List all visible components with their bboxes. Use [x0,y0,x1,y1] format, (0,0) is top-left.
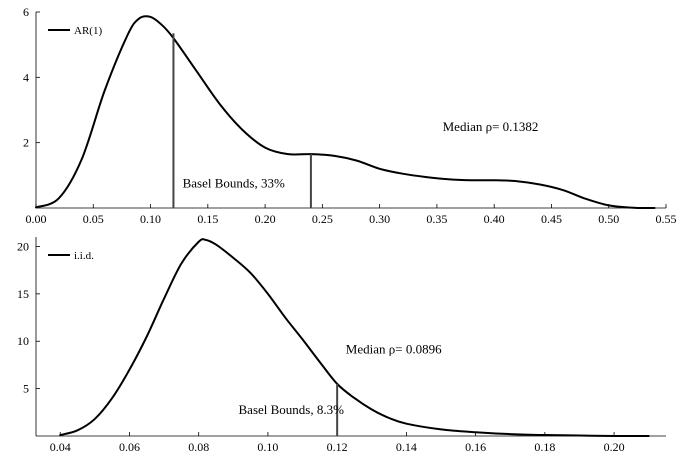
ar1-median-label: Median ρ= 0.1382 [443,119,539,134]
iid-x-tick-label: 0.06 [119,440,140,454]
ar1-x-tick-label: 0.35 [426,212,447,226]
iid-x-tick-label: 0.10 [257,440,278,454]
ar1-x-tick-label: 0.30 [369,212,390,226]
ar1-x-tick-label: 0.50 [598,212,619,226]
iid-x-tick-label: 0.12 [327,440,348,454]
iid-y-tick-label: 10 [17,334,29,348]
iid-basel-bounds-label: Basel Bounds, 8.3% [239,402,345,417]
iid-median-label: Median ρ= 0.0896 [346,342,442,357]
ar1-density-curve [35,15,656,209]
iid-x-tick-label: 0.16 [465,440,486,454]
ar1-x-tick-label: 0.10 [140,212,161,226]
iid-y-tick-label: 20 [17,239,29,253]
ar1-x-tick-label: 0.55 [656,212,677,226]
ar1-y-tick-label: 6 [23,5,29,19]
iid-x-tick-label: 0.18 [534,440,555,454]
iid-x-tick-label: 0.04 [50,440,71,454]
iid-y-tick-label: 15 [17,287,29,301]
ar1-x-tick-label: 0.05 [83,212,104,226]
ar1-x-tick-label: 0.45 [541,212,562,226]
ar1-basel-bounds-label: Basel Bounds, 33% [183,176,285,191]
ar1-density-panel: 0.00 0.05 0.10 0.15 0.20 0.25 0.30 0.35 0.40 0.45… [23,5,677,226]
ar1-y-tick-label: 2 [23,136,29,150]
iid-legend-label: i.i.d. [74,250,94,262]
iid-y-tick-label: 5 [23,382,29,396]
iid-density-curve [59,238,650,438]
iid-density-panel: 0.04 0.06 0.08 0.10 0.12 0.14 0.16 0.18 0.20 5 10 1… [17,237,666,454]
iid-x-tick-label: 0.08 [188,440,209,454]
ar1-x-tick-label: 0.00 [26,212,47,226]
ar1-y-tick-label: 4 [23,70,29,84]
iid-x-tick-label: 0.20 [604,440,625,454]
ar1-x-tick-label: 0.25 [312,212,333,226]
ar1-x-tick-label: 0.20 [255,212,276,226]
iid-x-tick-label: 0.14 [396,440,417,454]
ar1-x-tick-label: 0.15 [197,212,218,226]
ar1-legend-label: AR(1) [74,25,102,37]
ar1-x-tick-label: 0.40 [484,212,505,226]
